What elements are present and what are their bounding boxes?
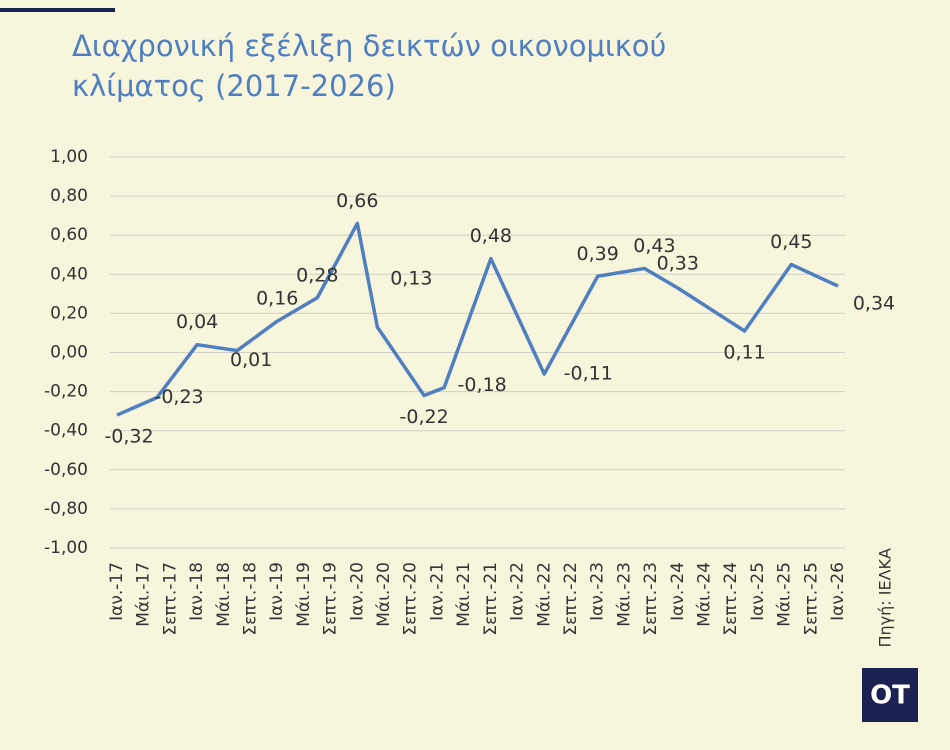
value-label: -0,32	[104, 426, 153, 448]
value-label: 0,34	[853, 293, 895, 315]
x-tick-label: Ιαν.-20	[347, 562, 367, 621]
value-label: 0,01	[230, 349, 272, 371]
y-tick-label: 0,60	[50, 225, 88, 245]
y-tick-label: 0,00	[50, 343, 88, 363]
x-tick-label: Σεπτ.-25	[801, 562, 821, 636]
x-tick-label: Ιαν.-26	[828, 562, 848, 621]
value-label: 0,13	[390, 268, 432, 290]
x-tick-label: Ιαν.-24	[668, 562, 688, 621]
chart-title: Διαχρονική εξέλιξη δεικτών οικονομικού	[72, 29, 666, 63]
value-label: 0,28	[296, 264, 338, 286]
x-tick-label: Ιαν.-18	[187, 562, 207, 621]
y-tick-label: 0,40	[50, 264, 88, 284]
value-label: -0,22	[400, 406, 449, 428]
x-tick-label: Μάι.-20	[374, 562, 394, 627]
chart-title-line2: κλίματος (2017-2026)	[72, 69, 396, 103]
x-tick-label: Ιαν.-23	[588, 562, 608, 621]
x-tick-label: Μάι.-19	[294, 562, 314, 627]
x-tick-label: Μάι.-17	[134, 562, 154, 627]
x-tick-label: Μάι.-23	[614, 562, 634, 627]
x-tick-label: Σεπτ.-17	[160, 562, 180, 636]
y-tick-label: -1,00	[44, 538, 88, 558]
value-label: 0,43	[633, 235, 675, 257]
y-tick-label: -0,60	[44, 460, 88, 480]
x-tick-label: Μάι.-22	[534, 562, 554, 627]
value-label: 0,45	[770, 231, 812, 253]
y-tick-label: -0,80	[44, 499, 88, 519]
x-tick-label: Ιαν.-19	[267, 562, 287, 621]
top-bar	[0, 8, 115, 12]
value-label: 0,11	[723, 341, 765, 363]
logo-box	[862, 668, 918, 722]
x-tick-label: Σεπτ.-19	[321, 562, 341, 636]
y-tick-label: 0,20	[50, 303, 88, 323]
value-label: -0,23	[154, 386, 203, 408]
y-tick-label: 1,00	[50, 147, 88, 167]
value-label: 0,04	[176, 311, 218, 333]
x-tick-label: Σεπτ.-22	[561, 562, 581, 636]
x-tick-label: Ιαν.-25	[748, 562, 768, 621]
logo: OT	[870, 681, 910, 711]
x-tick-label: Σεπτ.-24	[721, 562, 741, 636]
value-label: 0,48	[470, 225, 512, 247]
value-label: 0,66	[336, 190, 378, 212]
x-tick-label: Μάι.-24	[694, 562, 714, 627]
source: Πηγή: ΙΕΛΚΑ	[876, 548, 895, 648]
y-tick-label: -0,20	[44, 382, 88, 402]
x-tick-label: Ιαν.-22	[508, 562, 528, 621]
value-label: 0,33	[657, 252, 699, 274]
y-tick-label: -0,40	[44, 421, 88, 441]
x-tick-label: Σεπτ.-20	[401, 562, 421, 636]
y-tick-label: 0,80	[50, 186, 88, 206]
line	[116, 221, 839, 417]
x-tick-label: Σεπτ.-23	[641, 562, 661, 636]
x-tick-label: Μάι.-18	[214, 562, 234, 627]
value-label: -0,11	[564, 363, 613, 385]
x-tick-label: Σεπτ.-21	[481, 562, 501, 636]
x-tick-label: Σεπτ.-18	[241, 562, 261, 636]
x-tick-label: Ιαν.-21	[427, 562, 447, 621]
value-label: 0,39	[577, 243, 619, 265]
value-label: 0,16	[256, 288, 298, 310]
value-label: -0,18	[458, 374, 507, 396]
x-tick-label: Ιαν.-17	[107, 562, 127, 621]
x-tick-label: Μάι.-21	[454, 562, 474, 627]
x-tick-label: Μάι.-25	[775, 562, 795, 627]
